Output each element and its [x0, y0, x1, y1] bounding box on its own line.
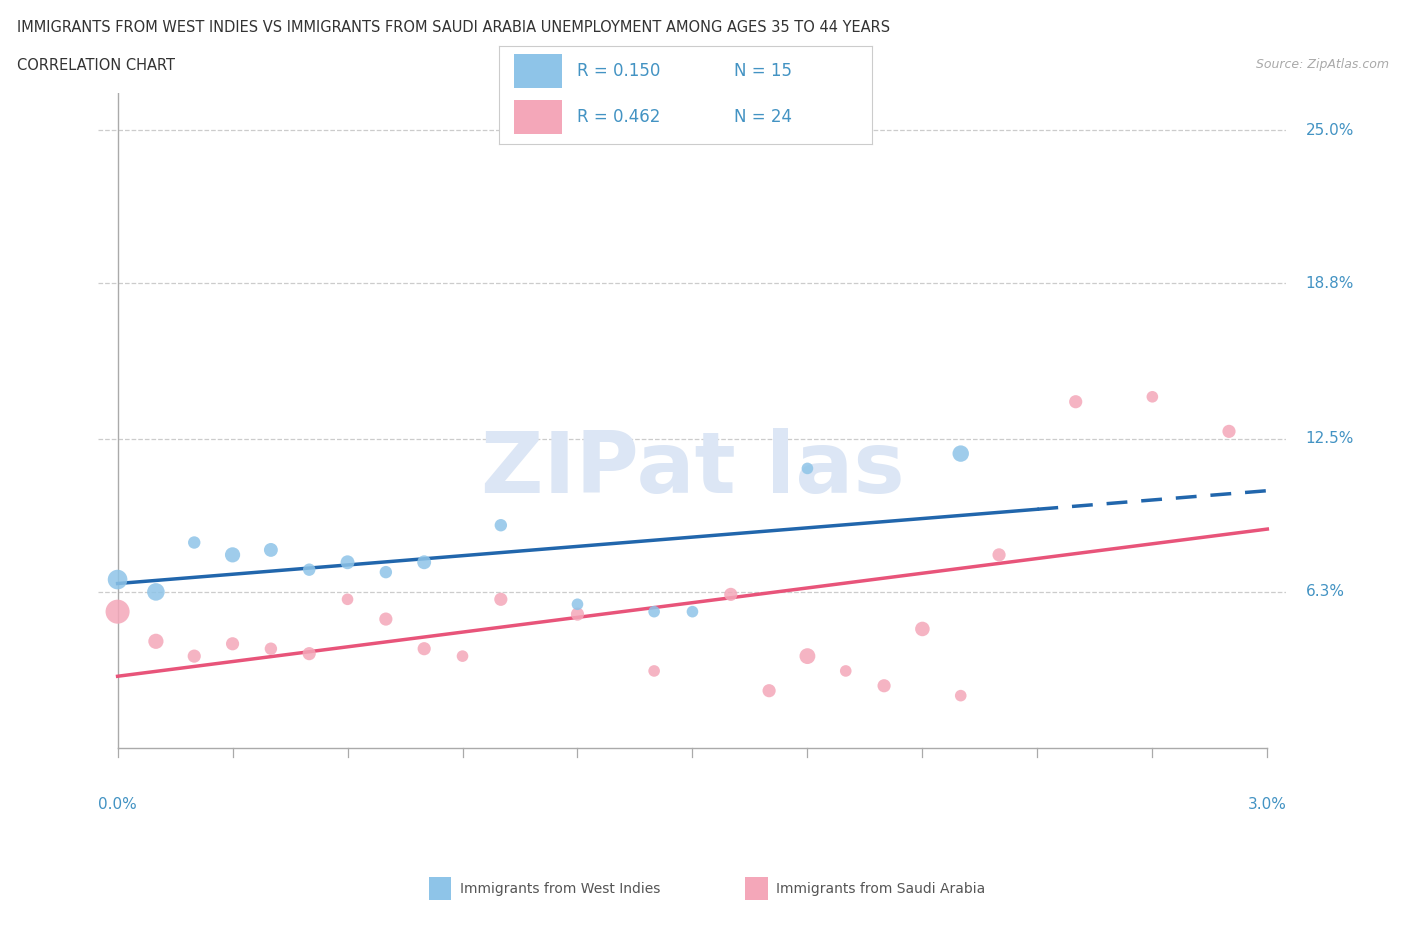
Point — [681, 604, 703, 619]
Point — [298, 646, 321, 661]
Point — [298, 563, 321, 578]
Point — [374, 612, 396, 627]
Point — [796, 649, 818, 664]
Point — [107, 604, 129, 619]
Text: Immigrants from Saudi Arabia: Immigrants from Saudi Arabia — [776, 882, 986, 896]
Point — [567, 597, 589, 612]
Point — [489, 591, 512, 606]
Point — [720, 587, 742, 602]
Text: R = 0.150: R = 0.150 — [578, 62, 661, 80]
Point — [873, 678, 896, 693]
Text: 3.0%: 3.0% — [1249, 797, 1286, 812]
Text: 6.3%: 6.3% — [1306, 584, 1344, 600]
Text: 0.0%: 0.0% — [98, 797, 136, 812]
Point — [988, 548, 1011, 563]
Point — [796, 461, 818, 476]
Text: 12.5%: 12.5% — [1306, 432, 1354, 446]
Point — [1218, 424, 1240, 439]
Point — [758, 684, 780, 698]
Text: Immigrants from West Indies: Immigrants from West Indies — [460, 882, 661, 896]
Text: N = 24: N = 24 — [734, 108, 792, 126]
Text: CORRELATION CHART: CORRELATION CHART — [17, 58, 174, 73]
Point — [643, 663, 665, 678]
Point — [643, 604, 665, 619]
Point — [835, 663, 858, 678]
Text: N = 15: N = 15 — [734, 62, 792, 80]
Point — [183, 535, 205, 550]
Point — [949, 446, 972, 461]
Point — [221, 548, 243, 563]
Point — [107, 572, 129, 587]
Point — [949, 688, 972, 703]
Text: Source: ZipAtlas.com: Source: ZipAtlas.com — [1256, 58, 1389, 71]
Point — [451, 649, 474, 664]
Point — [489, 518, 512, 533]
Point — [1142, 390, 1164, 405]
Text: 18.8%: 18.8% — [1306, 275, 1354, 291]
Point — [145, 584, 167, 599]
Bar — [515, 54, 562, 88]
Point — [413, 555, 436, 570]
Point — [183, 649, 205, 664]
Point — [413, 642, 436, 657]
Point — [567, 606, 589, 621]
Point — [336, 591, 359, 606]
Point — [260, 642, 283, 657]
Text: 25.0%: 25.0% — [1306, 123, 1354, 138]
Point — [911, 621, 934, 636]
Point — [336, 555, 359, 570]
Text: IMMIGRANTS FROM WEST INDIES VS IMMIGRANTS FROM SAUDI ARABIA UNEMPLOYMENT AMONG A: IMMIGRANTS FROM WEST INDIES VS IMMIGRANT… — [17, 20, 890, 35]
Point — [221, 636, 243, 651]
Point — [374, 565, 396, 579]
Point — [145, 634, 167, 649]
Bar — [515, 100, 562, 135]
Point — [1064, 394, 1087, 409]
Point — [260, 542, 283, 557]
Text: R = 0.462: R = 0.462 — [578, 108, 661, 126]
Text: ZIPat las: ZIPat las — [481, 428, 904, 512]
